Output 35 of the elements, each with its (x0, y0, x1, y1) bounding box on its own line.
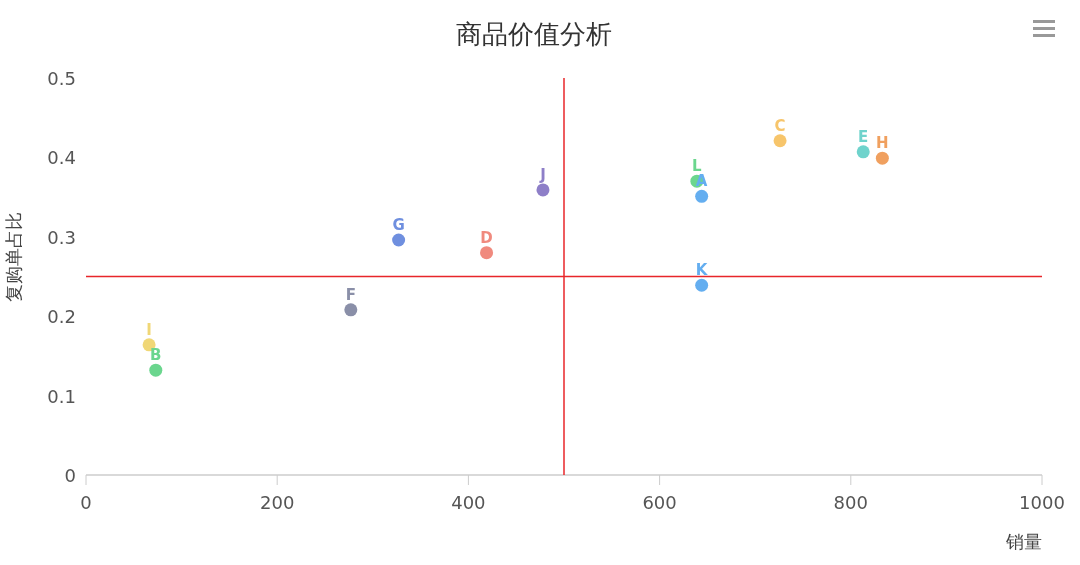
x-tick-label: 400 (451, 492, 486, 513)
series-label: F (345, 285, 356, 304)
x-tick-label: 800 (833, 492, 868, 513)
series-label: I (146, 320, 152, 339)
point (875, 151, 889, 165)
point (695, 278, 709, 292)
point (856, 145, 870, 159)
x-tick-label: 200 (260, 492, 295, 513)
series-label: C (774, 116, 786, 135)
chart-title: 商品价值分析 (456, 19, 612, 49)
point (344, 303, 358, 317)
x-tick-label: 0 (80, 492, 92, 513)
point (149, 363, 163, 377)
x-tick-label: 1000 (1019, 492, 1065, 513)
y-tick-label: 0.4 (47, 147, 76, 169)
y-tick-label: 0.1 (47, 385, 76, 407)
point (695, 189, 709, 203)
point (773, 134, 787, 148)
series-label: J (539, 165, 546, 184)
x-tick-label: 600 (642, 492, 677, 513)
series-label: G (392, 215, 405, 234)
y-axis-title: 复购单占比 (3, 211, 24, 302)
point (536, 183, 550, 197)
y-tick-label: 0 (64, 465, 76, 486)
series-label: B (150, 346, 162, 365)
series-label: D (480, 228, 493, 247)
y-tick-label: 0.2 (47, 306, 76, 328)
series-label: K (695, 261, 709, 280)
y-tick-label: 0.5 (47, 68, 76, 89)
point (392, 233, 406, 247)
x-axis-title: 销量 (1005, 531, 1042, 552)
y-tick-label: 0.3 (47, 226, 76, 248)
series-label: E (858, 127, 869, 146)
series-label: H (876, 134, 889, 153)
point (480, 246, 494, 260)
